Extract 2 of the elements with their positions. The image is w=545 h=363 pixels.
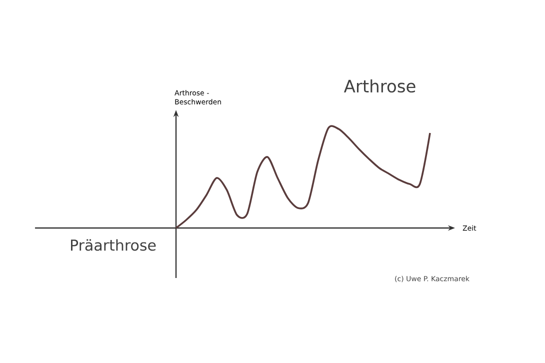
text: Arthrose [344,79,416,93]
text: Präarthrose [71,239,156,251]
